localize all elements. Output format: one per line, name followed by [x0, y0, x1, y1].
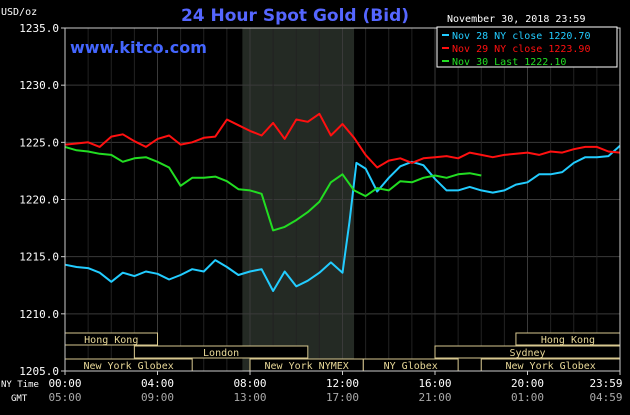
legend-label: Nov 30 Last 1222.10 [452, 57, 566, 68]
chart-title: 24 Hour Spot Gold (Bid) [181, 6, 409, 26]
gmt-label: GMT [11, 394, 28, 404]
y-tick-label: 1205.0 [19, 365, 59, 378]
market-label: NY Globex [384, 361, 438, 372]
y-tick-label: 1210.0 [19, 308, 59, 321]
market-label: London [203, 348, 239, 359]
y-tick-label: 1225.0 [19, 136, 59, 149]
ny-tick-label: 12:00 [326, 377, 359, 390]
y-tick-label: 1215.0 [19, 251, 59, 264]
gmt-tick-label: 05:00 [48, 391, 81, 404]
gmt-tick-label: 17:00 [326, 391, 359, 404]
ny-tick-label: 08:00 [233, 377, 266, 390]
gmt-tick-label: 04:59 [589, 391, 622, 404]
y-tick-label: 1220.0 [19, 194, 59, 207]
ny-tick-label: 16:00 [418, 377, 451, 390]
series-line [64, 145, 482, 232]
series-line [64, 112, 621, 169]
market-label: Hong Kong [84, 335, 138, 346]
units-label: USD/oz [1, 7, 37, 18]
gmt-tick-label: 13:00 [233, 391, 266, 404]
ny-tick-label: 04:00 [141, 377, 174, 390]
gmt-tick-label: 09:00 [141, 391, 174, 404]
ny-time-label: NY Time [1, 380, 39, 390]
legend-box [436, 26, 618, 68]
gmt-tick-label: 01:00 [511, 391, 544, 404]
market-label: New York NYMEX [265, 361, 349, 372]
y-tick-label: 1230.0 [19, 79, 59, 92]
ny-tick-label: 23:59 [589, 377, 622, 390]
brand-label: www.kitco.com [70, 38, 207, 57]
market-label: Hong Kong [541, 335, 595, 346]
gmt-tick-label: 21:00 [418, 391, 451, 404]
market-box [133, 345, 309, 359]
legend-label: Nov 29 NY close 1223.90 [452, 44, 590, 55]
y-tick-label: 1235.0 [19, 22, 59, 35]
legend-label: Nov 28 NY close 1220.70 [452, 31, 590, 42]
market-label: New York Globex [83, 361, 173, 372]
series-line [64, 145, 621, 292]
ny-tick-label: 20:00 [511, 377, 544, 390]
ny-tick-label: 00:00 [48, 377, 81, 390]
market-label: Sydney [509, 348, 545, 359]
market-label: New York Globex [505, 361, 595, 372]
date-label: November 30, 2018 23:59 [447, 14, 585, 25]
